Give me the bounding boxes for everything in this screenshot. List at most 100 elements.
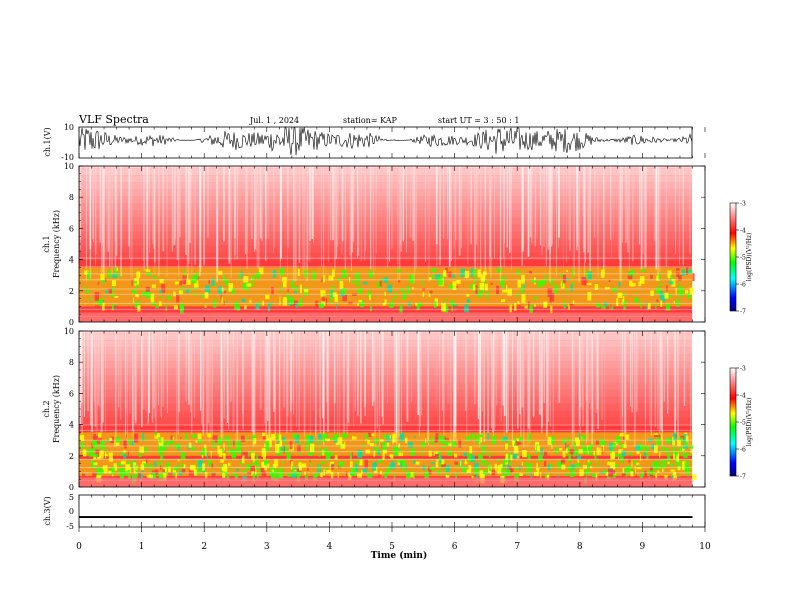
spectrogram-band-speck bbox=[331, 286, 333, 290]
spectrogram-band-speck bbox=[291, 461, 294, 470]
spectrogram-streak bbox=[689, 166, 691, 254]
spectrogram-band-speck bbox=[478, 438, 480, 443]
spectrogram-streak bbox=[132, 331, 135, 445]
spectrogram-band-speck bbox=[362, 468, 368, 473]
spectrogram-haze-row bbox=[79, 175, 693, 183]
spectrogram-streak bbox=[573, 166, 575, 276]
spectrogram-band-speck bbox=[595, 453, 597, 459]
spectrogram-streak bbox=[442, 331, 444, 411]
spectrogram-band-speck bbox=[660, 300, 663, 307]
spectrogram-streak bbox=[611, 166, 612, 258]
ch2-colorbar-tick-label: -3 bbox=[740, 366, 746, 373]
spectrogram-streak bbox=[528, 331, 530, 429]
spectrogram-streak bbox=[309, 331, 311, 446]
spectrogram-band-speck bbox=[250, 466, 256, 472]
spectrogram-band-speck bbox=[244, 305, 247, 310]
spectrogram-streak bbox=[588, 331, 590, 404]
figure-title: VLF Spectra bbox=[78, 113, 149, 126]
spectrogram-band-speck bbox=[688, 453, 691, 456]
spectrogram-streak bbox=[149, 166, 150, 253]
spectrogram-band-speck bbox=[412, 286, 414, 290]
spectrogram-streak bbox=[293, 331, 294, 415]
spectrogram-lowfreq-strip bbox=[79, 312, 693, 322]
spectrogram-band-speck bbox=[101, 277, 106, 284]
spectrogram-band-speck bbox=[659, 282, 662, 286]
spectrogram-band-speck bbox=[217, 437, 222, 446]
spectrogram-band-speck bbox=[668, 293, 672, 299]
spectrogram-band-speck bbox=[579, 432, 581, 440]
spectrogram-band-speck bbox=[464, 461, 468, 465]
spectrogram-band-speck bbox=[220, 293, 222, 300]
spectrogram-streak bbox=[428, 166, 430, 283]
spectrogram-band-speck bbox=[322, 433, 327, 442]
spectrogram-haze-row bbox=[79, 245, 693, 253]
spectrogram-band-speck bbox=[577, 459, 580, 463]
spectrogram-streak bbox=[665, 166, 668, 268]
spectrogram-streak bbox=[221, 331, 224, 439]
spectrogram-band-speck bbox=[610, 461, 616, 471]
spectrogram-band-speck bbox=[429, 467, 432, 470]
spectrogram-band-speck bbox=[119, 467, 125, 476]
spectrogram-band-speck bbox=[629, 280, 633, 287]
spectrogram-band-speck bbox=[345, 471, 348, 480]
spectrogram-streak bbox=[364, 331, 366, 416]
spectrogram-band-speck bbox=[673, 475, 678, 479]
spectrogram-streak bbox=[298, 166, 301, 264]
spectrogram-streak bbox=[415, 166, 417, 271]
spectrogram-band-speck bbox=[655, 473, 658, 480]
spectrogram-streak bbox=[357, 331, 359, 416]
spectrogram-streak bbox=[191, 331, 193, 427]
spectrogram-streak bbox=[568, 166, 570, 241]
spectrogram-band-speck bbox=[521, 461, 523, 466]
spectrogram-streak bbox=[582, 331, 584, 411]
spectrogram-streak bbox=[580, 331, 582, 408]
spectrogram-band-speck bbox=[431, 268, 437, 273]
spectrogram-streak bbox=[190, 331, 192, 412]
spectrogram-band-speck bbox=[297, 460, 300, 463]
spectrogram-band-speck bbox=[123, 453, 127, 459]
spectrogram-streak bbox=[347, 331, 348, 419]
spectrogram-streak bbox=[94, 331, 97, 427]
ch3-waveform-panel: 5 0 -5 ch.3(V) 0 1 2 3 4 5 6 7 8 9 10 Time (min) bbox=[43, 493, 711, 561]
spectrogram-band-speck bbox=[360, 300, 364, 308]
time-axis-ticklabels: 0 1 2 3 4 5 6 7 8 9 10 bbox=[76, 527, 711, 552]
spectrogram-band-speck bbox=[379, 280, 382, 287]
spectrogram-streak bbox=[382, 331, 384, 425]
spectrogram-streak bbox=[587, 331, 589, 440]
spectrogram-band-speck bbox=[322, 449, 325, 456]
spectrogram-band-speck bbox=[452, 305, 458, 315]
ch1-spectrogram-ytick-label: 8 bbox=[69, 193, 74, 202]
spectrogram-band-speck bbox=[86, 445, 88, 455]
spectrogram-streak bbox=[313, 166, 314, 243]
spectrogram-band-speck bbox=[127, 438, 131, 446]
spectrogram-band-speck bbox=[435, 461, 439, 468]
spectrogram-band-speck bbox=[93, 442, 98, 451]
spectrogram-band-speck bbox=[108, 270, 112, 279]
spectrogram-haze-row bbox=[79, 196, 693, 204]
spectrogram-band-speck bbox=[444, 436, 446, 440]
spectrogram-streak bbox=[87, 331, 89, 412]
spectrogram-streak bbox=[259, 331, 262, 410]
spectrogram-band-speck bbox=[524, 305, 528, 309]
spectrogram-band-speck bbox=[469, 284, 473, 290]
spectrogram-band-speck bbox=[585, 271, 588, 279]
spectrogram-band-speck bbox=[595, 303, 599, 308]
spectrogram-band-speck bbox=[114, 267, 117, 274]
spectrogram-streak bbox=[103, 166, 105, 275]
spectrogram-band-speck bbox=[249, 300, 252, 303]
spectrogram-band-speck bbox=[678, 474, 681, 478]
spectrogram-band-speck bbox=[583, 475, 586, 479]
spectrogram-band-speck bbox=[92, 472, 97, 480]
spectrogram-streak bbox=[634, 331, 635, 446]
spectrogram-band-speck bbox=[355, 272, 360, 281]
ch3-waveform-xticks bbox=[78, 495, 706, 527]
spectrogram-streak bbox=[353, 166, 355, 242]
spectrogram-streak bbox=[379, 331, 380, 445]
ch1-spectrogram-ytick-label: 10 bbox=[64, 162, 74, 171]
spectrogram-band-speck bbox=[154, 435, 159, 439]
spectrogram-band-speck bbox=[434, 301, 437, 308]
spectrogram-band-speck bbox=[472, 284, 476, 291]
spectrogram-band-speck bbox=[528, 301, 530, 310]
ch1-waveform-ylabel: ch.1(V) bbox=[43, 127, 52, 156]
spectrogram-streak bbox=[254, 166, 256, 250]
